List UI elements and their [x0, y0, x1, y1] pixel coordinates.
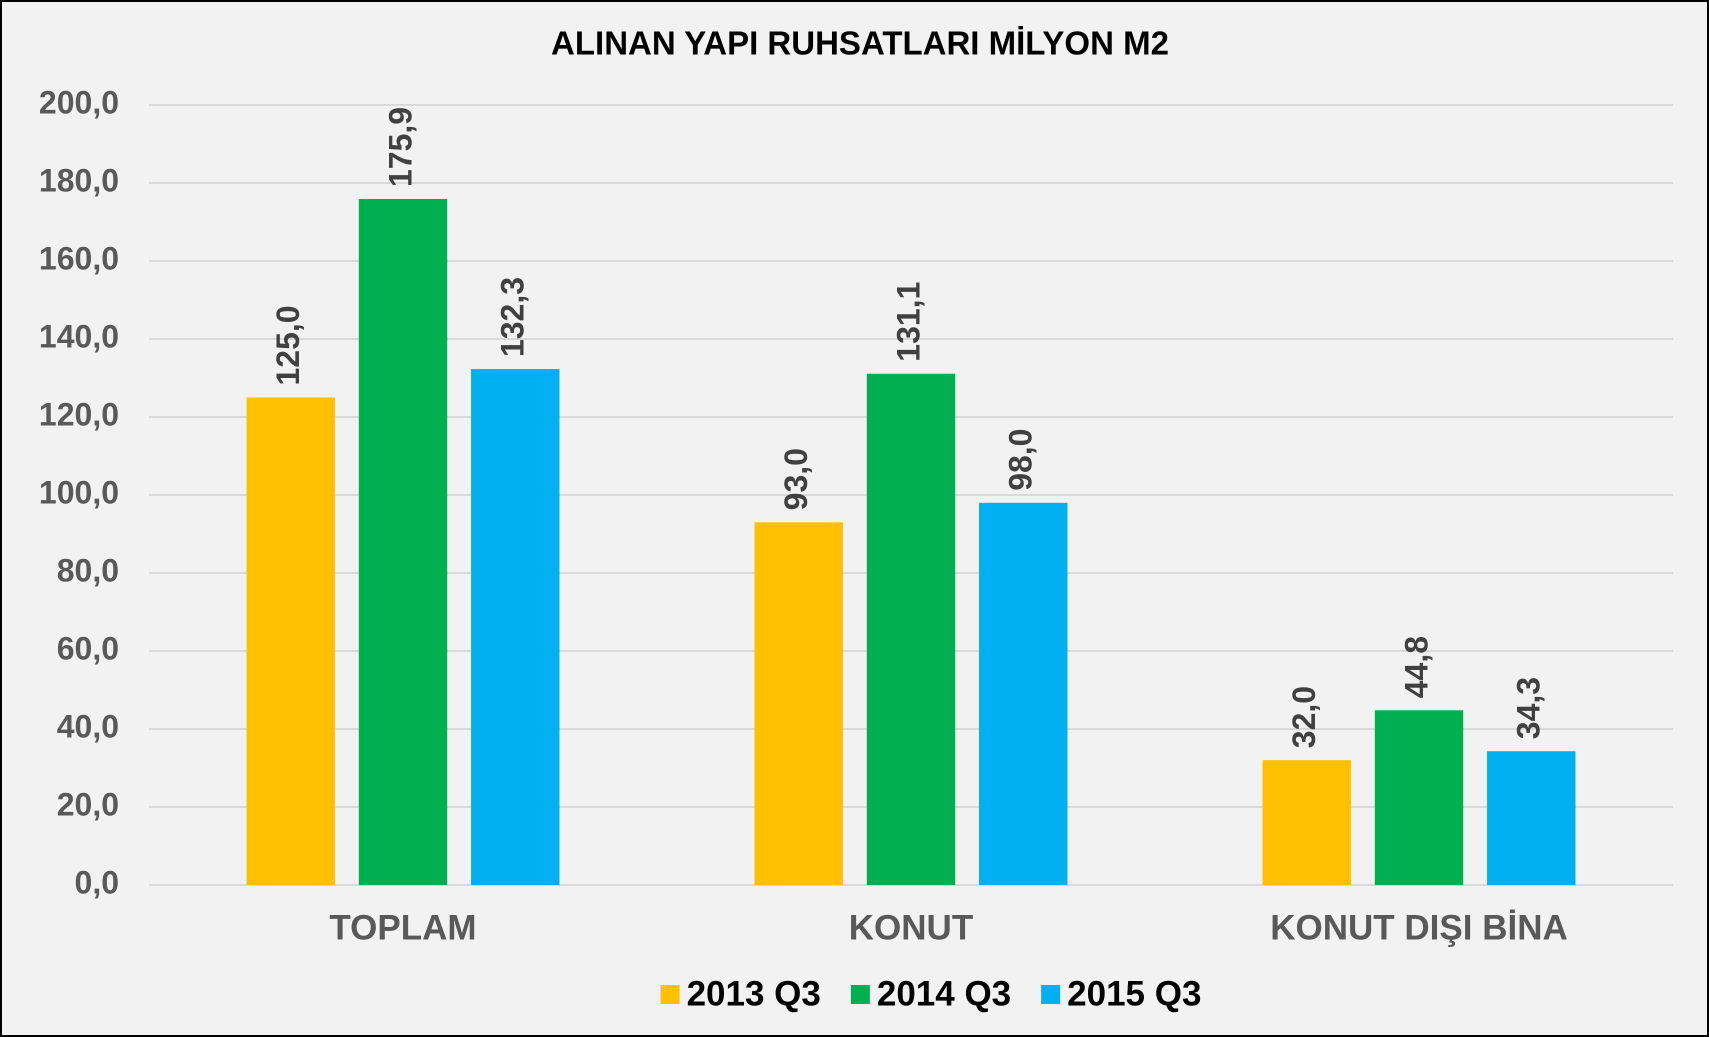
y-tick-label: 200,0	[39, 84, 119, 120]
bar	[358, 198, 448, 886]
chart-title: ALINAN YAPI RUHSATLARI MİLYON M2	[551, 25, 1169, 62]
data-label: 131,1	[890, 282, 926, 362]
y-tick-label: 60,0	[57, 630, 119, 666]
bar	[1487, 751, 1576, 885]
bar	[866, 373, 956, 885]
bar	[979, 502, 1068, 885]
data-label: 132,3	[495, 277, 531, 357]
bar	[246, 397, 335, 885]
y-tick-label: 40,0	[57, 708, 119, 744]
legend-swatch	[660, 985, 680, 1004]
legend-label: 2014 Q3	[877, 974, 1011, 1013]
x-tick-label: KONUT DIŞI BİNA	[1270, 908, 1568, 947]
y-tick-label: 120,0	[39, 396, 119, 432]
bar	[471, 369, 560, 885]
y-tick-label: 20,0	[57, 786, 119, 822]
data-label: 44,8	[1398, 636, 1434, 698]
y-tick-label: 140,0	[39, 318, 119, 354]
x-tick-label: TOPLAM	[329, 908, 476, 947]
data-label: 175,9	[382, 107, 418, 187]
y-tick-label: 80,0	[57, 552, 119, 588]
y-tick-label: 180,0	[39, 162, 119, 198]
data-label: 32,0	[1286, 686, 1322, 748]
bar	[1262, 760, 1351, 885]
data-label: 98,0	[1003, 429, 1039, 491]
bar	[754, 522, 843, 885]
data-label: 34,3	[1511, 677, 1547, 739]
x-tick-label: KONUT	[849, 908, 973, 947]
y-tick-label: 100,0	[39, 474, 119, 510]
legend-label: 2013 Q3	[687, 974, 821, 1013]
bar	[1374, 710, 1464, 885]
legend-label: 2015 Q3	[1067, 974, 1201, 1013]
legend-swatch	[850, 985, 870, 1004]
data-label: 125,0	[270, 305, 306, 385]
y-tick-label: 0,0	[75, 864, 119, 900]
y-tick-label: 160,0	[39, 240, 119, 276]
legend-swatch	[1041, 985, 1061, 1004]
data-label: 93,0	[778, 448, 814, 510]
